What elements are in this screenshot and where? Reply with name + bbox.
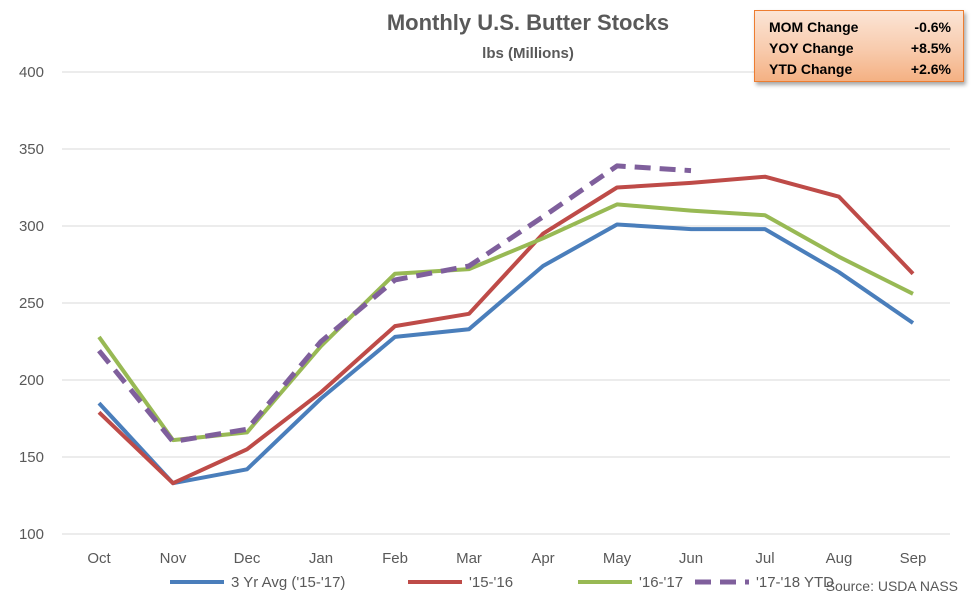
y-tick-label: 350 xyxy=(19,141,44,158)
series-line xyxy=(97,202,914,443)
series-lines xyxy=(97,163,915,486)
y-tick-label: 200 xyxy=(19,372,44,389)
stat-row-mom: MOM Change -0.6% xyxy=(769,17,951,38)
x-tick-label: Apr xyxy=(531,550,554,567)
x-tick-label: Dec xyxy=(234,550,261,567)
y-axis-ticks: 100 150 200 250 300 350 400 xyxy=(19,64,44,543)
chart-title: Monthly U.S. Butter Stocks xyxy=(387,10,669,35)
gridlines xyxy=(62,71,950,535)
y-tick-label: 400 xyxy=(19,64,44,81)
x-tick-label: Jul xyxy=(755,550,774,567)
x-tick-label: Feb xyxy=(382,550,408,567)
legend: 3 Yr Avg ('15-'17) '15-'16 '16-'17 '17-'18 … xyxy=(170,574,834,591)
chart-subtitle: lbs (Millions) xyxy=(482,45,574,62)
x-tick-label: May xyxy=(603,550,632,567)
x-tick-label: Mar xyxy=(456,550,482,567)
series-line xyxy=(97,174,915,486)
x-axis-ticks: Oct Nov Dec Jan Feb Mar Apr May Jun Jul Aug Sep xyxy=(87,550,926,567)
x-tick-label: Oct xyxy=(87,550,111,567)
stat-row-ytd: YTD Change +2.6% xyxy=(769,59,951,80)
legend-label: '16-'17 xyxy=(639,574,683,591)
stat-label: YTD Change xyxy=(769,61,853,77)
legend-label: 3 Yr Avg ('15-'17) xyxy=(231,574,345,591)
x-tick-label: Sep xyxy=(900,550,927,567)
y-tick-label: 300 xyxy=(19,218,44,235)
stat-row-yoy: YOY Change +8.5% xyxy=(769,38,951,59)
stat-label: MOM Change xyxy=(769,19,859,35)
y-tick-label: 250 xyxy=(19,295,44,312)
stat-value: -0.6% xyxy=(914,19,951,35)
series-line xyxy=(97,163,692,445)
legend-label: '15-'16 xyxy=(469,574,513,591)
x-tick-label: Aug xyxy=(826,550,853,567)
x-tick-label: Jan xyxy=(309,550,333,567)
legend-label: '17-'18 YTD xyxy=(756,574,834,591)
series-line xyxy=(97,222,915,486)
stat-value: +2.6% xyxy=(910,61,951,77)
stat-value: +8.5% xyxy=(910,40,951,56)
source-note: Source: USDA NASS xyxy=(826,578,958,594)
y-tick-label: 100 xyxy=(19,526,44,543)
y-tick-label: 150 xyxy=(19,449,44,466)
x-tick-label: Jun xyxy=(679,550,703,567)
stat-label: YOY Change xyxy=(769,40,854,56)
x-tick-label: Nov xyxy=(160,550,187,567)
change-stats-box: MOM Change -0.6% YOY Change +8.5% YTD Ch… xyxy=(754,10,964,82)
